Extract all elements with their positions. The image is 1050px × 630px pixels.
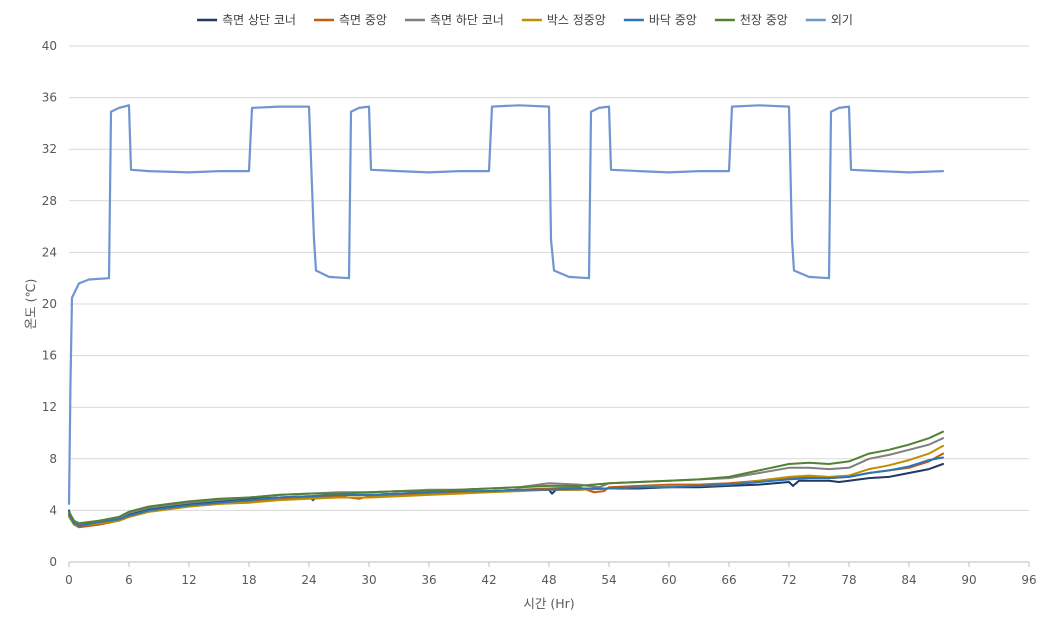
legend-label: 측면 하단 코너	[430, 13, 504, 27]
series-line-4	[68, 444, 944, 527]
y-tick-label: 32	[42, 142, 57, 156]
series-line-5	[68, 456, 944, 527]
legend-label: 천장 중앙	[740, 12, 788, 27]
y-tick-label: 40	[42, 39, 57, 53]
y-tick-label: 4	[49, 503, 57, 517]
x-axis-title: 시간 (Hr)	[523, 596, 574, 611]
series-lines	[67, 104, 945, 529]
y-axis-title: 온도 (℃)	[23, 279, 38, 330]
x-tick-label: 72	[781, 573, 796, 587]
gridlines	[69, 45, 1029, 511]
legend-label: 외기	[831, 13, 853, 27]
x-tick-label: 12	[181, 573, 196, 587]
y-tick-label: 8	[49, 452, 57, 466]
series-line-6	[68, 430, 944, 525]
x-tick-label: 42	[481, 573, 496, 587]
legend-label: 측면 상단 코너	[222, 13, 296, 27]
legend-label: 바닥 중앙	[649, 13, 697, 27]
legend: 측면 상단 코너 측면 중앙 측면 하단 코너 박스 정중앙 바닥 중앙 천장 중앙 외기	[197, 12, 853, 27]
y-tick-label: 12	[42, 400, 57, 414]
x-tick-label: 96	[1021, 573, 1036, 587]
x-tick-label: 36	[421, 573, 436, 587]
y-tick-label: 36	[42, 91, 57, 105]
x-tick-label: 54	[601, 573, 616, 587]
x-tick-label: 30	[361, 573, 376, 587]
x-tick-label: 0	[65, 573, 73, 587]
y-tick-label: 20	[42, 297, 57, 311]
y-tick-label: 0	[49, 555, 57, 569]
x-tick-label: 60	[661, 573, 676, 587]
x-tick-label: 78	[841, 573, 856, 587]
x-tick-label: 24	[301, 573, 316, 587]
legend-label: 박스 정중앙	[547, 13, 606, 27]
x-tick-label: 66	[721, 573, 736, 587]
x-tick-label: 18	[241, 573, 256, 587]
y-tick-label: 24	[42, 245, 57, 259]
x-tick-label: 6	[125, 573, 133, 587]
x-tick-label: 90	[961, 573, 976, 587]
x-tick-label: 84	[901, 573, 916, 587]
x-tick-label: 48	[541, 573, 556, 587]
y-tick-label: 28	[42, 194, 57, 208]
series-line-7	[67, 104, 945, 505]
y-tick-label: 16	[42, 349, 57, 363]
legend-label: 측면 중앙	[339, 13, 387, 27]
series-line-1	[68, 463, 944, 527]
